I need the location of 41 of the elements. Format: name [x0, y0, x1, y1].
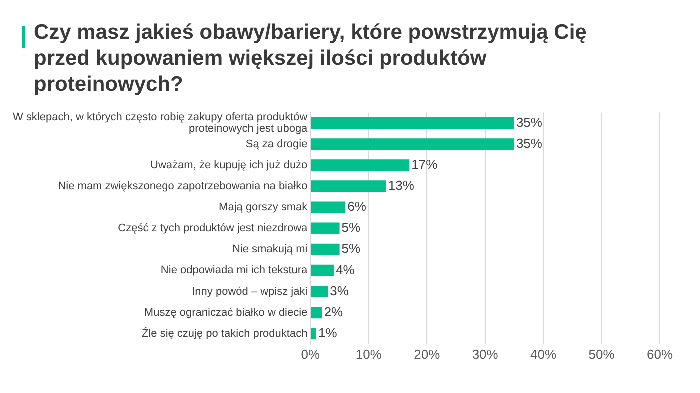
chart-title: Czy masz jakieś obawy/bariery, które powstrzymują Cię przed kupowaniem większej ilości produktów proteinowych?	[34, 20, 588, 98]
x-tick-label: 10%	[356, 346, 382, 362]
x-tick-label: 60%	[646, 346, 674, 362]
y-tick-label: Źle się czuję po takich produktach	[142, 326, 308, 340]
data-label: 1%	[318, 325, 338, 340]
data-label: 6%	[348, 199, 367, 214]
y-tick-label: Część z tych produktów jest niezdrowa	[118, 222, 309, 235]
y-tick-label: Nie odpowiada mi ich tekstura	[160, 264, 309, 277]
y-tick-label: Nie smakują mi	[232, 244, 308, 256]
bar	[311, 286, 328, 298]
data-label: 4%	[336, 262, 356, 278]
y-tick-label: Inny powód – wpisz jaki	[192, 286, 308, 298]
data-label: 5%	[342, 220, 362, 236]
data-label: 2%	[324, 304, 344, 320]
bar	[311, 180, 386, 192]
bar	[311, 307, 322, 319]
data-label: 5%	[342, 241, 362, 256]
y-tick-label: Nie mam zwiększonego zapotrzebowania na białko	[58, 180, 308, 193]
bar	[311, 160, 410, 172]
y-tick-label: Uważam, że kupuję ich już dużo	[150, 159, 308, 172]
data-label: 35%	[516, 136, 543, 151]
data-label: 3%	[330, 283, 350, 298]
y-tick-label: Mają gorszy smak	[219, 202, 308, 214]
y-tick-label: W sklepach, w których często robię zakupy oferta produktów proteinowych jest uboga	[13, 112, 309, 136]
bar	[311, 138, 514, 150]
x-tick-label: 50%	[588, 346, 616, 362]
x-tick-label: 0%	[301, 346, 321, 362]
y-tick-label: Są za drogie	[246, 138, 308, 150]
bar	[311, 222, 340, 234]
data-label: 35%	[516, 114, 543, 130]
bar	[311, 328, 317, 340]
x-tick-label: 30%	[472, 346, 499, 362]
bar	[311, 244, 340, 256]
data-label: 13%	[388, 178, 415, 194]
bar	[311, 264, 334, 276]
bar	[311, 202, 346, 214]
data-label: 17%	[412, 156, 438, 172]
y-tick-label: Muszę ograniczać białko w diecie	[144, 306, 308, 319]
bar	[311, 118, 514, 130]
x-tick-label: 20%	[414, 346, 441, 362]
x-tick-label: 40%	[530, 346, 558, 362]
